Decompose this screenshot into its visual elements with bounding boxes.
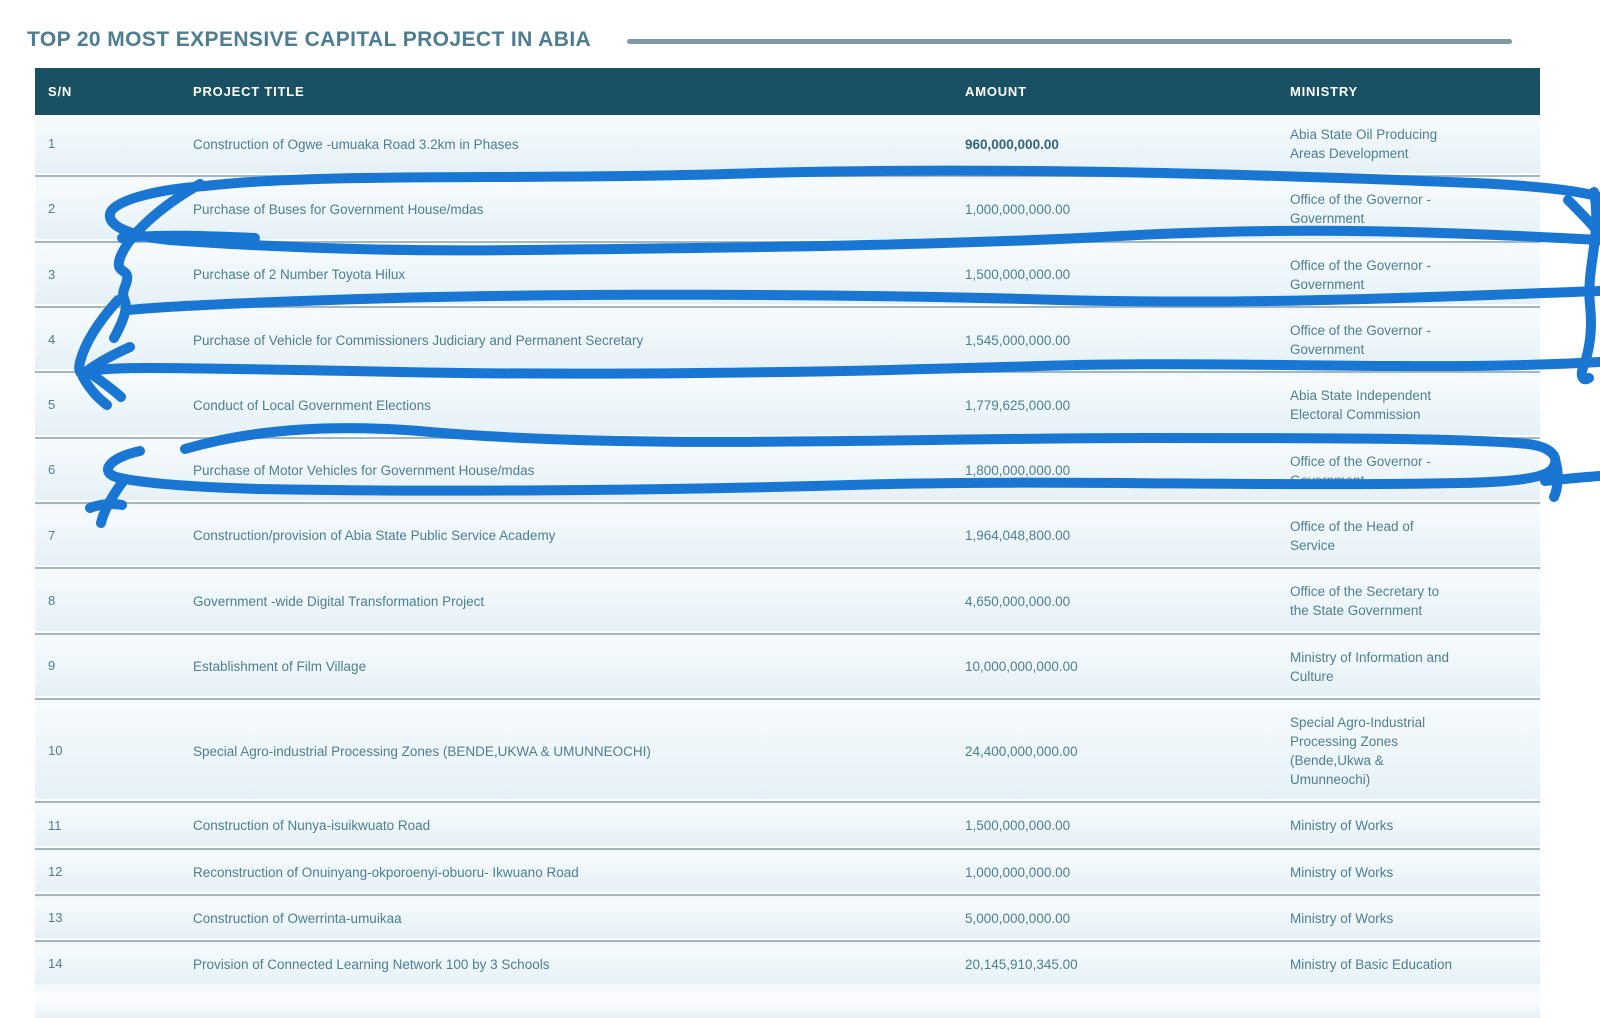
cell-sn: 2 bbox=[48, 201, 56, 217]
table-row: 4 Purchase of Vehicle for Commissioners J… bbox=[35, 310, 1540, 370]
cell-amount: 1,000,000,000.00 bbox=[965, 864, 1071, 880]
cell-amount: 5,000,000,000.00 bbox=[965, 910, 1071, 926]
cell-ministry: Abia State Independent Electoral Commiss… bbox=[1290, 388, 1432, 423]
cell-ministry: Abia State Oil Producing Areas Developme… bbox=[1290, 127, 1438, 162]
cell-amount: 1,000,000,000.00 bbox=[965, 201, 1071, 217]
cell-amount: 10,000,000,000.00 bbox=[965, 659, 1078, 675]
cell-amount: 1,500,000,000.00 bbox=[965, 267, 1071, 283]
row-divider bbox=[35, 799, 1540, 807]
table-row: 5 Conduct of Local Government Elections 1,… bbox=[35, 376, 1540, 435]
cell-title: Conduct of Local Government Elections bbox=[193, 397, 431, 413]
table-row: 3 Purchase of 2 Number Toyota Hilux 1,500,… bbox=[35, 245, 1540, 304]
column-header-ministry: MINISTRY bbox=[1290, 84, 1359, 99]
cell-title: Provision of Connected Learning Network … bbox=[193, 956, 550, 972]
cell-sn: 14 bbox=[48, 956, 63, 972]
table-row: 1 Construction of Ogwe -umuaka Road 3.2km… bbox=[35, 115, 1540, 174]
table-row: 12 Reconstruction of Onuinyang-okporoenyi… bbox=[35, 852, 1540, 892]
cell-sn: 3 bbox=[48, 266, 56, 282]
cell-sn: 6 bbox=[48, 462, 56, 478]
row-divider bbox=[35, 845, 1540, 853]
title-row: TOP 20 MOST EXPENSIVE CAPITAL PROJECT IN… bbox=[0, 0, 1600, 52]
cell-sn: 13 bbox=[48, 910, 63, 926]
cell-title: Purchase of Motor Vehicles for Governmen… bbox=[193, 463, 535, 479]
row-divider bbox=[35, 499, 1540, 507]
table-row: 9 Establishment of Film Village 10,000,000… bbox=[35, 637, 1540, 696]
row-divider bbox=[35, 891, 1540, 899]
table-row: 8 Government -wide Digital Transformation… bbox=[35, 572, 1540, 631]
page-title: TOP 20 MOST EXPENSIVE CAPITAL PROJECT IN… bbox=[27, 28, 592, 51]
cell-amount: 960,000,000.00 bbox=[965, 136, 1059, 152]
cell-title: Construction of Ogwe -umuaka Road 3.2km … bbox=[193, 136, 519, 152]
cell-title: Purchase of Buses for Government House/m… bbox=[193, 201, 484, 217]
cell-title: Reconstruction of Onuinyang-okporoenyi-o… bbox=[193, 864, 579, 880]
cell-sn: 4 bbox=[48, 331, 56, 347]
cell-ministry: Ministry of Works bbox=[1290, 910, 1394, 926]
cell-sn: 5 bbox=[48, 397, 56, 413]
row-divider bbox=[35, 695, 1540, 703]
cell-sn: 12 bbox=[48, 863, 63, 879]
cell-title: Construction/provision of Abia State Pub… bbox=[193, 528, 556, 544]
cell-title: Government -wide Digital Transformation … bbox=[193, 593, 485, 609]
cell-amount: 1,800,000,000.00 bbox=[965, 463, 1071, 479]
cell-ministry: Office of the Governor - Government bbox=[1290, 192, 1431, 227]
cell-ministry: Ministry of Works bbox=[1290, 818, 1394, 834]
cell-sn: 1 bbox=[48, 135, 56, 151]
table-row: 7 Construction/provision of Abia State Pu… bbox=[35, 506, 1540, 566]
annotation-right-connector bbox=[1576, 187, 1600, 385]
cell-sn: 9 bbox=[48, 658, 56, 674]
table-row: 10 Special Agro-industrial Processing Zon… bbox=[35, 702, 1540, 800]
cell-amount: 24,400,000,000.00 bbox=[965, 743, 1078, 759]
cell-ministry: Office of the Secretary to the State Gov… bbox=[1290, 584, 1440, 619]
row-divider bbox=[35, 303, 1540, 311]
cell-ministry: Office of the Head of Service bbox=[1290, 518, 1414, 554]
table-row: 11 Construction of Nunya-isuikwuato Road 1… bbox=[35, 806, 1540, 846]
cell-title: Purchase of 2 Number Toyota Hilux bbox=[193, 267, 406, 283]
row-divider bbox=[35, 630, 1540, 638]
projects-table: S/N PROJECT TITLE AMOUNT MINISTRY 1 Const… bbox=[35, 68, 1540, 1018]
table-row: 6 Purchase of Motor Vehicles for Governme… bbox=[35, 441, 1540, 500]
row-divider bbox=[35, 369, 1540, 377]
row-divider bbox=[35, 434, 1540, 442]
cell-amount: 20,145,910,345.00 bbox=[965, 956, 1078, 972]
cell-title: Establishment of Film Village bbox=[193, 659, 367, 675]
cell-amount: 1,545,000,000.00 bbox=[965, 332, 1071, 348]
row-divider bbox=[35, 565, 1540, 573]
bottom-fade bbox=[35, 984, 1540, 1018]
cell-title: Special Agro-industrial Processing Zones… bbox=[193, 743, 651, 759]
table-row: 2 Purchase of Buses for Government House/… bbox=[35, 180, 1540, 239]
column-header-title: PROJECT TITLE bbox=[193, 84, 305, 99]
cell-amount: 1,964,048,800.00 bbox=[965, 528, 1071, 544]
row-divider bbox=[35, 937, 1540, 945]
column-header-amount: AMOUNT bbox=[965, 84, 1027, 99]
row-divider bbox=[35, 238, 1540, 246]
cell-amount: 1,500,000,000.00 bbox=[965, 818, 1071, 834]
cell-title: Construction of Owerrinta-umuikaa bbox=[193, 910, 402, 926]
cell-title: Construction of Nunya-isuikwuato Road bbox=[193, 818, 431, 834]
annotation-row-6-right-tick bbox=[1540, 458, 1600, 502]
cell-ministry: Office of the Governor - Government bbox=[1290, 257, 1431, 292]
cell-sn: 8 bbox=[48, 593, 56, 609]
cell-sn: 11 bbox=[48, 817, 62, 833]
title-decorative-line bbox=[627, 39, 1513, 44]
cell-title: Purchase of Vehicle for Commissioners Ju… bbox=[193, 332, 644, 348]
cell-ministry: Office of the Governor - Government bbox=[1290, 322, 1431, 358]
cell-amount: 4,650,000,000.00 bbox=[965, 593, 1071, 609]
table-row: 14 Provision of Connected Learning Networ… bbox=[35, 944, 1540, 985]
cell-ministry: Ministry of Information and Culture bbox=[1290, 649, 1450, 684]
cell-sn: 7 bbox=[48, 527, 56, 543]
table-header: S/N PROJECT TITLE AMOUNT MINISTRY bbox=[35, 68, 1540, 115]
column-header-sn: S/N bbox=[48, 84, 73, 99]
cell-ministry: Ministry of Basic Education bbox=[1290, 956, 1453, 972]
cell-ministry: Ministry of Works bbox=[1290, 864, 1394, 880]
cell-sn: 10 bbox=[48, 742, 63, 758]
cell-amount: 1,779,625,000.00 bbox=[965, 397, 1071, 413]
row-divider bbox=[35, 173, 1540, 181]
cell-ministry: Special Agro-Industrial Processing Zones… bbox=[1290, 714, 1426, 788]
table-row: 13 Construction of Owerrinta-umuikaa 5,000… bbox=[35, 898, 1540, 938]
cell-ministry: Office of the Governor - Government bbox=[1290, 453, 1431, 488]
annotation-right-fork bbox=[1563, 195, 1600, 237]
table-body: 1 Construction of Ogwe -umuaka Road 3.2km… bbox=[35, 115, 1540, 985]
